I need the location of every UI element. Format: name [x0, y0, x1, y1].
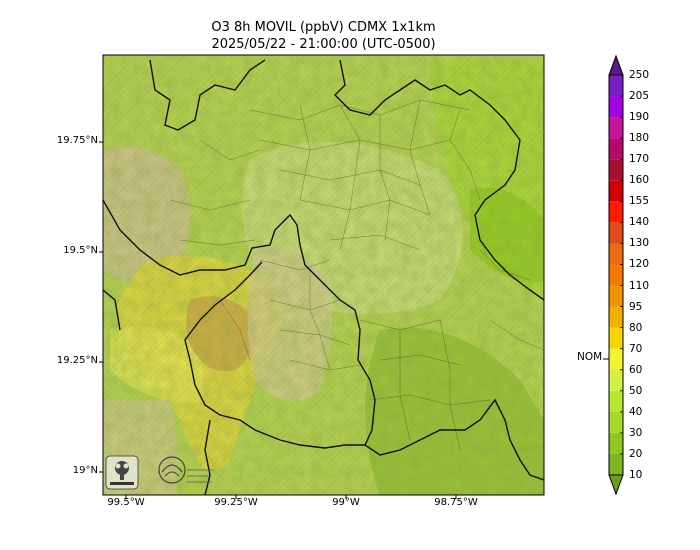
colorbar-tick-label: 205: [629, 90, 650, 103]
colorbar-segment: [609, 96, 623, 118]
colorbar-tick-label: 60: [629, 363, 643, 376]
colorbar-segment: [609, 453, 623, 475]
colorbar-tick-label: 120: [629, 258, 650, 271]
colorbar-tick-label: 160: [629, 174, 650, 187]
colorbar-segment: [609, 222, 623, 244]
lon-label: 99.25°W: [214, 497, 258, 508]
colorbar-segment: [609, 117, 623, 139]
colorbar-tick-label: 40: [629, 405, 643, 418]
calidad-del-aire-logo: [158, 456, 214, 484]
sedema-logo: [105, 455, 139, 490]
colorbar-segment: [609, 411, 623, 433]
colorbar-segment: [609, 243, 623, 265]
municipal-boundaries: [169, 99, 544, 451]
lon-label: 98.75°W: [434, 497, 478, 508]
lat-label: 19°N: [72, 465, 98, 476]
colorbar-segment: [609, 138, 623, 160]
colorbar-min-extension: [608, 474, 624, 496]
state-boundaries: [103, 59, 544, 495]
colorbar-segment: [609, 348, 623, 370]
map-title: O3 8h MOVIL (ppbV) CDMX 1x1km: [211, 20, 436, 35]
colorbar-tick-label: 20: [629, 447, 643, 460]
colorbar-segment: [609, 264, 623, 286]
colorbar-segment: [609, 201, 623, 223]
colorbar-tick-label: 30: [629, 426, 643, 439]
colorbar-max-extension: [608, 54, 624, 76]
colorbar-segment: [609, 159, 623, 181]
colorbar-tick-label: 95: [629, 300, 643, 313]
colorbar-segment: [609, 390, 623, 412]
colorbar-tick-label: 50: [629, 384, 643, 397]
colorbar-tick-label: 250: [629, 69, 650, 81]
map-subtitle-datetime: 2025/05/22 - 21:00:00 (UTC-0500): [211, 37, 436, 52]
colorbar-tick-label: 110: [629, 279, 650, 292]
colorbar-segment: [609, 306, 623, 328]
lon-label: 99°W: [332, 497, 360, 508]
colorbar-segment: [609, 432, 623, 454]
axis-ticks: [99, 141, 457, 499]
colorbar-segment: [609, 285, 623, 307]
colorbar-tick-label: 130: [629, 237, 650, 250]
colorbar-tick-label: 190: [629, 111, 650, 124]
lat-label: 19.75°N: [56, 135, 98, 146]
colorbar-segments: [608, 54, 624, 496]
colorbar-tick-label: 80: [629, 321, 643, 334]
colorbar-tick-label: 70: [629, 342, 643, 355]
colorbar-frame: [608, 74, 624, 476]
map-frame: [102, 54, 545, 496]
lon-label: 99.5°W: [107, 497, 145, 508]
lat-label: 19.25°N: [56, 355, 98, 366]
lat-label: 19.5°N: [63, 245, 98, 256]
colorbar-segment: [609, 327, 623, 349]
colorbar-segment: [609, 369, 623, 391]
colorbar-tick-label: 170: [629, 153, 650, 166]
nom-label: NOM: [577, 351, 603, 363]
map-area: [103, 55, 544, 495]
colorbar-tick-label: 10: [629, 469, 643, 481]
colorbar-tick-label: 155: [629, 195, 650, 208]
colorbar-segment: [609, 75, 623, 97]
colorbar-segment: [609, 180, 623, 202]
colorbar-tick-label: 180: [629, 132, 650, 145]
colorbar-tick-label: 140: [629, 216, 650, 229]
